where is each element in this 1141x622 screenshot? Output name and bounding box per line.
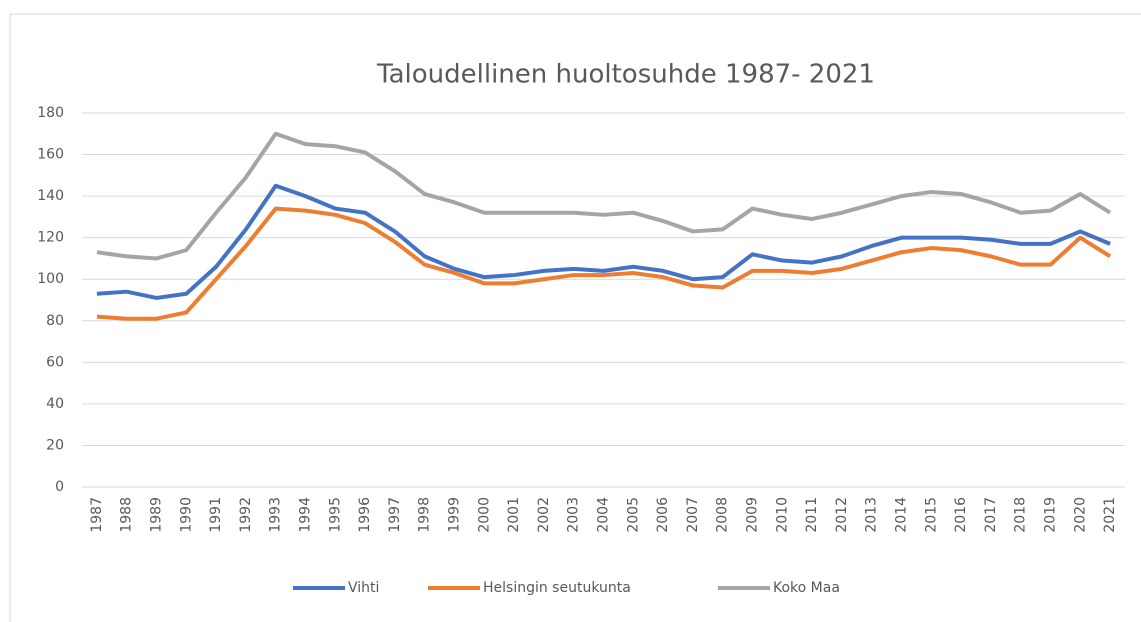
chart-border bbox=[9, 13, 1141, 622]
x-tick-label: 2003 bbox=[566, 497, 582, 533]
x-tick-label: 1990 bbox=[178, 497, 194, 533]
x-tick-label: 1993 bbox=[268, 497, 284, 533]
x-tick-label: 2007 bbox=[685, 497, 701, 533]
y-tick-label: 60 bbox=[46, 354, 64, 370]
x-tick-label: 1988 bbox=[119, 497, 135, 533]
x-tick-label: 2000 bbox=[476, 497, 492, 533]
x-tick-label: 2001 bbox=[506, 497, 522, 533]
series-line bbox=[96, 206, 1112, 321]
x-tick-label: 2017 bbox=[983, 497, 999, 533]
x-tick-label: 1991 bbox=[208, 497, 224, 533]
x-tick-label: 2021 bbox=[1102, 497, 1118, 533]
x-tick-label: 1987 bbox=[89, 497, 105, 533]
series-line bbox=[96, 131, 1112, 261]
legend-label: Koko Maa bbox=[773, 580, 840, 596]
x-tick-label: 2010 bbox=[774, 497, 790, 533]
chart-title: Taloudellinen huoltosuhde 1987- 2021 bbox=[376, 60, 875, 90]
y-tick-label: 120 bbox=[37, 230, 64, 246]
x-tick-label: 2004 bbox=[596, 497, 612, 533]
y-tick-label: 0 bbox=[55, 479, 64, 495]
y-tick-label: 140 bbox=[37, 188, 64, 204]
x-tick-label: 2019 bbox=[1043, 497, 1059, 533]
x-tick-label: 1996 bbox=[357, 497, 373, 533]
x-tick-label: 1989 bbox=[149, 497, 165, 533]
x-tick-label: 1992 bbox=[238, 497, 254, 533]
x-tick-label: 2012 bbox=[834, 497, 850, 533]
y-tick-label: 80 bbox=[46, 313, 64, 329]
x-tick-label: 2011 bbox=[804, 497, 820, 533]
x-tick-label: 2020 bbox=[1072, 497, 1088, 533]
y-tick-label: 160 bbox=[37, 147, 64, 163]
x-tick-label: 1998 bbox=[417, 497, 433, 533]
x-tick-label: 2006 bbox=[655, 497, 671, 533]
series-line bbox=[96, 183, 1111, 300]
x-tick-label: 1999 bbox=[447, 497, 463, 533]
x-tick-label: 2016 bbox=[953, 497, 969, 533]
y-tick-label: 20 bbox=[46, 437, 64, 453]
x-tick-label: 2009 bbox=[745, 497, 761, 533]
x-tick-label: 2008 bbox=[715, 497, 731, 533]
x-tick-label: 2013 bbox=[864, 497, 880, 533]
legend-label: Helsingin seutukunta bbox=[483, 580, 631, 596]
legend-label: Vihti bbox=[348, 580, 379, 596]
x-tick-label: 1994 bbox=[298, 497, 314, 533]
x-tick-label: 2015 bbox=[923, 497, 939, 533]
x-tick-label: 1995 bbox=[327, 497, 343, 533]
x-tick-label: 2018 bbox=[1013, 497, 1029, 533]
y-tick-label: 100 bbox=[37, 271, 64, 287]
y-tick-label: 40 bbox=[46, 396, 64, 412]
y-tick-label: 180 bbox=[37, 105, 64, 121]
x-tick-label: 2002 bbox=[536, 497, 552, 533]
x-tick-label: 2005 bbox=[625, 497, 641, 533]
x-tick-label: 2014 bbox=[894, 497, 910, 533]
x-tick-label: 1997 bbox=[387, 497, 403, 533]
